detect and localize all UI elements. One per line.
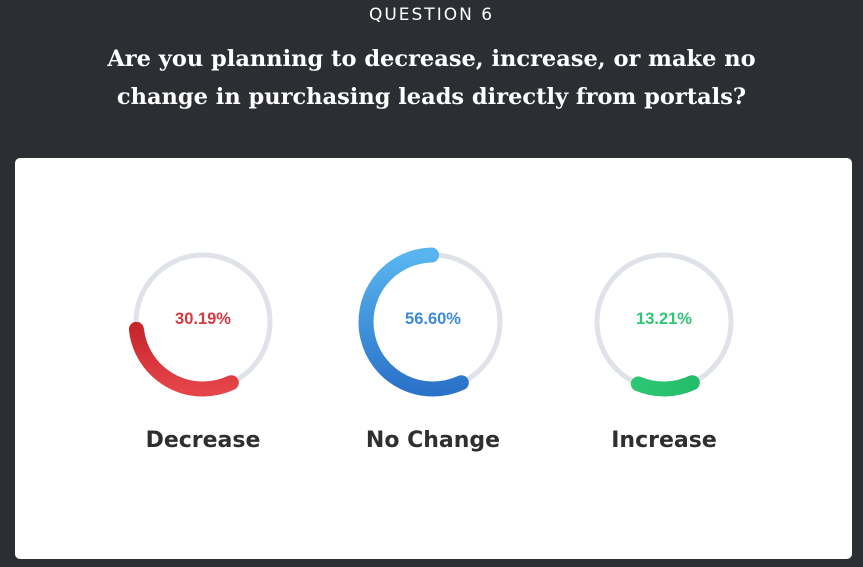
value-label-increase: 13.21% [636, 310, 692, 328]
category-label-no-change: No Change [365, 428, 501, 453]
value-label-decrease: 30.19% [175, 310, 231, 328]
category-label-decrease: Decrease [145, 428, 261, 453]
category-label-increase: Increase [611, 428, 717, 453]
gauge-arc-decrease [128, 321, 239, 397]
question-number: QUESTION 6 [368, 5, 495, 25]
gauge-chart [128, 247, 734, 397]
gauge-arc-no-change [358, 247, 469, 397]
gauge-arc-increase [630, 375, 700, 397]
value-label-no-change: 56.60% [405, 310, 461, 328]
question-header: QUESTION 6 Are you planning to decrease,… [0, 0, 863, 158]
question-title: Are you planning to decrease, increase, … [107, 46, 756, 110]
results-card: 30.19% Decrease 56.60% No Change 13.21% Incre… [15, 158, 852, 559]
